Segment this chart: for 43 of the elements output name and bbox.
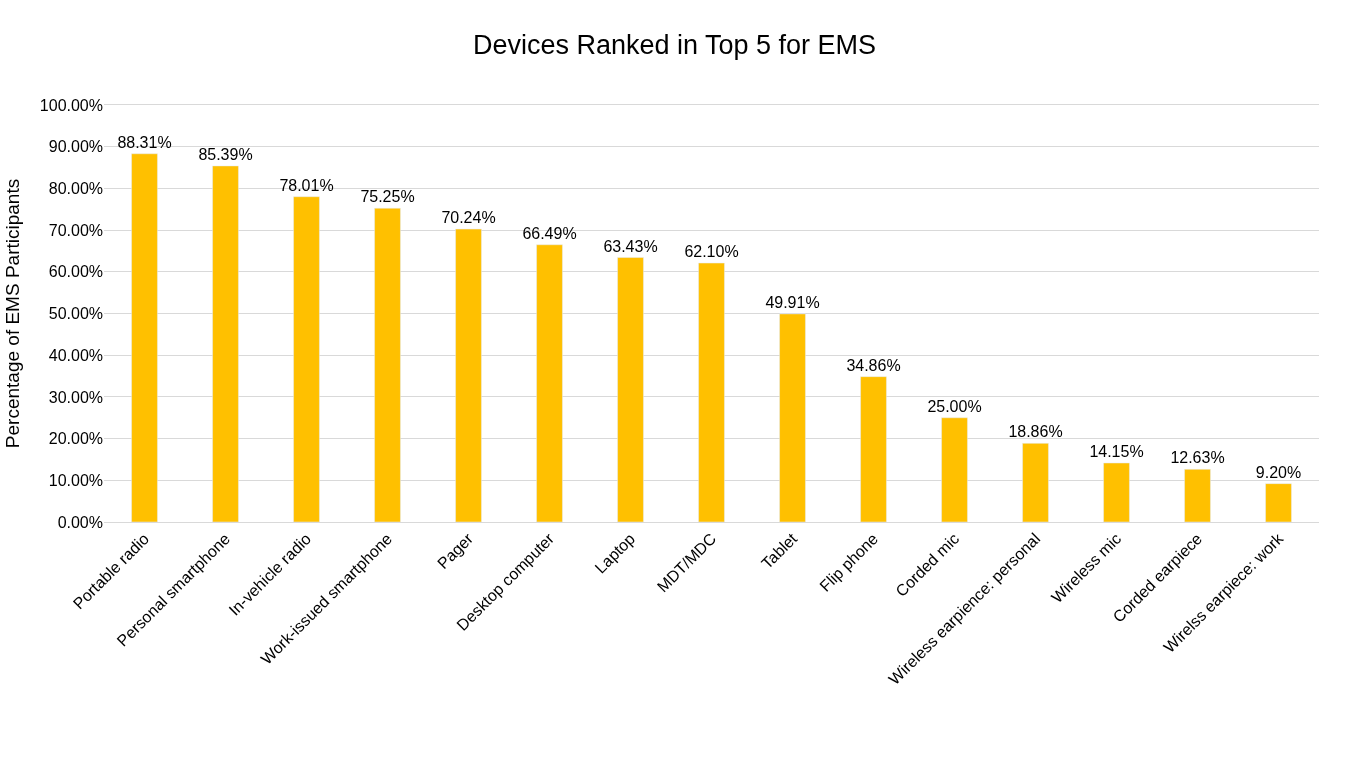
- bar: [779, 313, 806, 522]
- data-label: 9.20%: [1255, 463, 1302, 481]
- bar: [698, 262, 725, 522]
- data-label: 88.31%: [117, 133, 172, 151]
- y-tick-label: 40.00%: [48, 346, 103, 364]
- bar: [131, 153, 158, 522]
- data-label: 25.00%: [927, 397, 982, 415]
- bar: [212, 165, 239, 522]
- y-tick-label: 0.00%: [57, 513, 103, 531]
- y-tick-label: 90.00%: [48, 138, 103, 156]
- data-label: 18.86%: [1008, 423, 1063, 441]
- chart-title: Devices Ranked in Top 5 for EMS: [472, 29, 877, 60]
- bar: [617, 257, 644, 522]
- bar: [1022, 443, 1049, 522]
- y-tick-label: 10.00%: [48, 471, 103, 489]
- y-tick-label: 60.00%: [48, 263, 103, 281]
- data-label: 14.15%: [1089, 442, 1144, 460]
- data-label: 85.39%: [198, 145, 253, 163]
- data-label: 62.10%: [684, 243, 739, 261]
- bar: [536, 244, 563, 522]
- y-tick-label: 30.00%: [48, 388, 103, 406]
- data-label: 12.63%: [1170, 449, 1225, 467]
- bar: [455, 228, 482, 522]
- y-tick-label: 80.00%: [48, 180, 103, 197]
- bar: [1103, 462, 1130, 522]
- y-axis-title: Percentage of EMS Participants: [1, 178, 23, 449]
- bar: [374, 207, 401, 522]
- data-label: 66.49%: [522, 224, 577, 242]
- data-label: 49.91%: [765, 293, 820, 311]
- data-label: 75.25%: [360, 188, 415, 206]
- bar: [293, 196, 320, 522]
- bar: [1265, 483, 1292, 522]
- bar: [1184, 469, 1211, 522]
- data-label: 70.24%: [441, 209, 496, 227]
- y-tick-label: 100.00%: [39, 96, 103, 114]
- bar: [941, 417, 968, 522]
- bar: [860, 376, 887, 522]
- y-tick-label: 20.00%: [48, 430, 103, 448]
- y-tick-label: 50.00%: [48, 305, 103, 323]
- y-tick-label: 70.00%: [48, 221, 103, 239]
- data-label: 78.01%: [279, 176, 334, 194]
- data-label: 34.86%: [846, 356, 901, 374]
- data-label: 63.43%: [603, 237, 658, 255]
